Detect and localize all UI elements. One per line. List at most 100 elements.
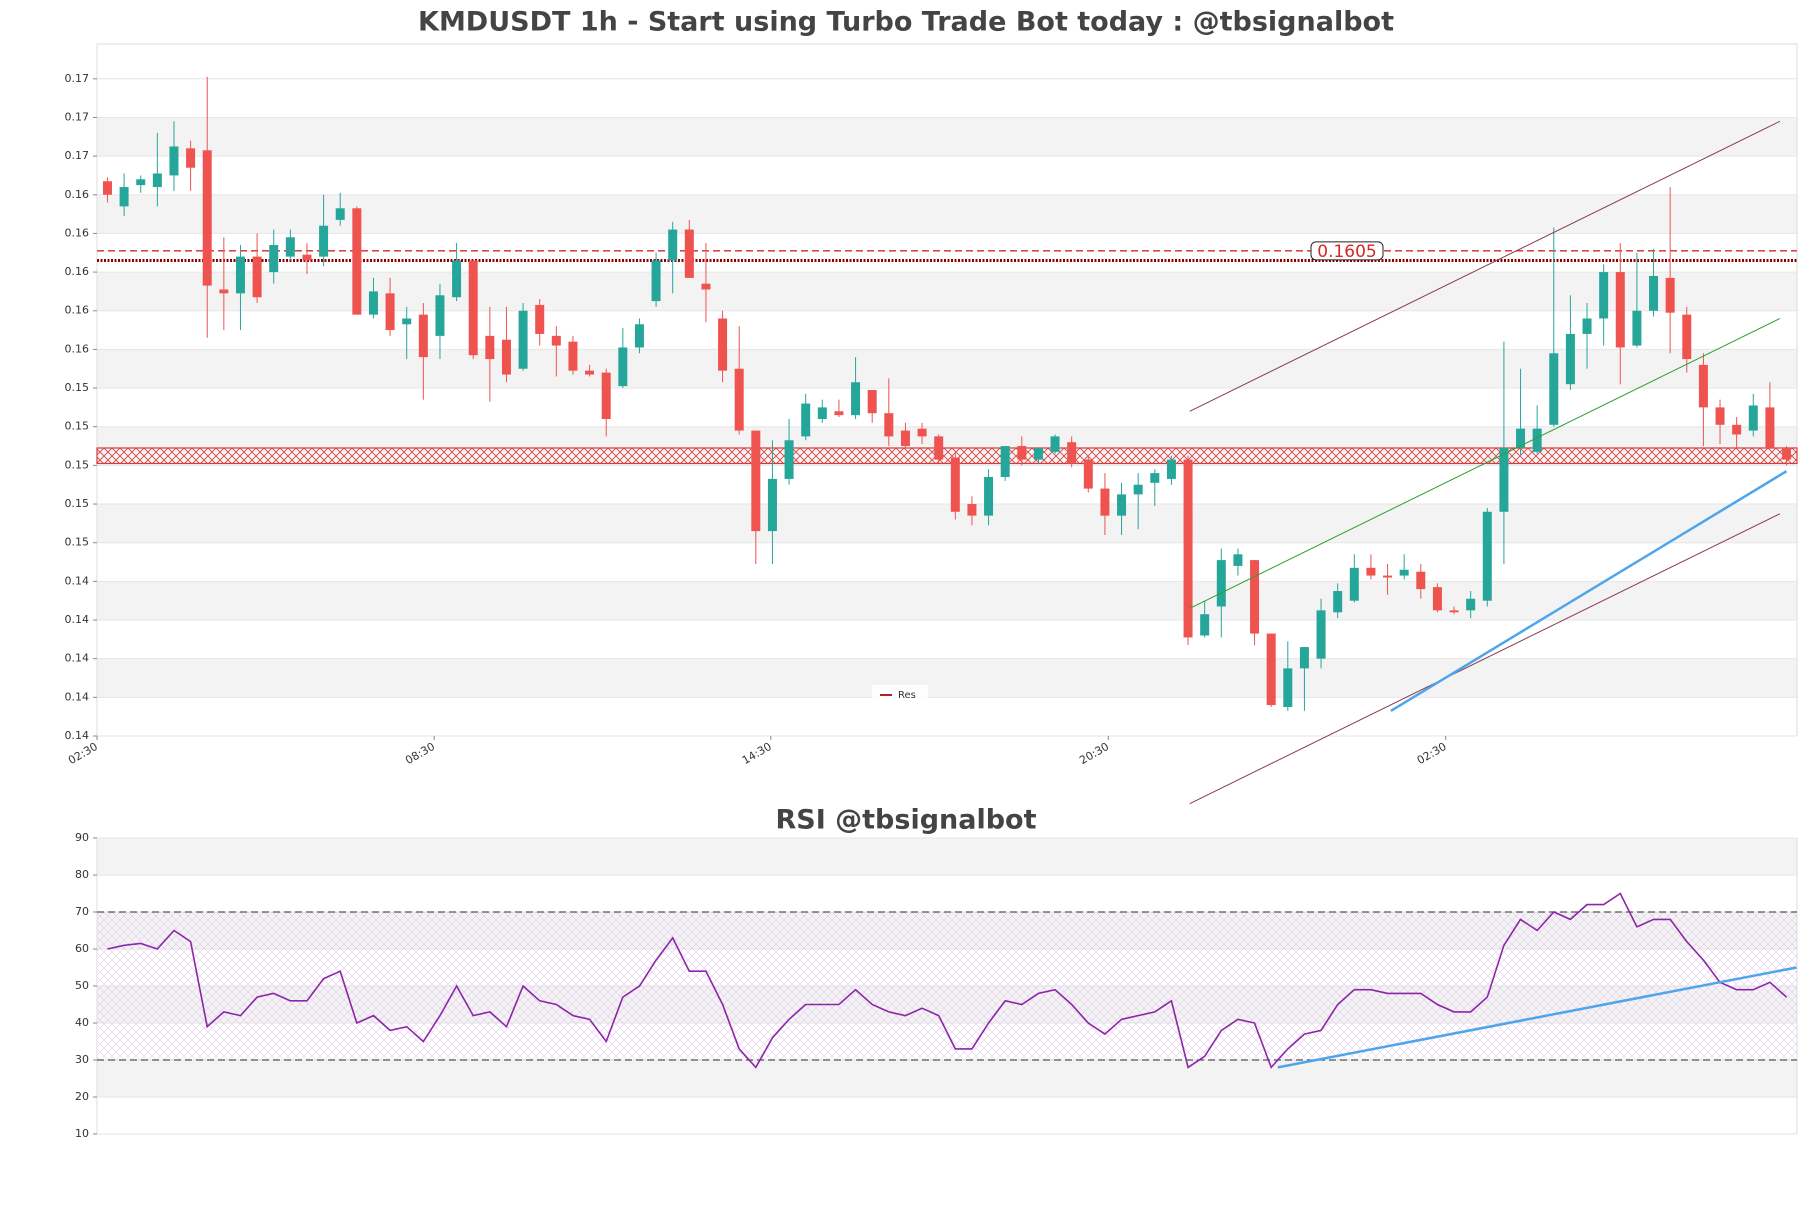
candle-body: [618, 347, 628, 387]
candle-body: [169, 146, 179, 176]
candle-body: [102, 181, 112, 195]
y-tick-label: 0.16: [65, 265, 90, 278]
rsi-title: RSI @tbsignalbot: [775, 805, 1036, 836]
candle-body: [1133, 484, 1143, 495]
candle-body: [734, 368, 744, 431]
y-tick-label: 0.15: [65, 536, 90, 549]
candle-body: [585, 370, 595, 375]
candle-body: [501, 339, 511, 375]
candle-body: [269, 245, 279, 273]
candle-body: [1216, 560, 1226, 607]
candle-body: [1283, 668, 1293, 708]
candle-body: [651, 260, 661, 302]
band: [97, 838, 1797, 875]
zone: [97, 912, 1797, 1060]
candle-body: [1383, 575, 1393, 578]
y-tick-label: 0.14: [65, 690, 90, 703]
candle-body: [468, 260, 478, 356]
candle-body: [1416, 571, 1426, 590]
candle-body: [1100, 488, 1110, 516]
candle-body: [1782, 447, 1792, 460]
candle-body: [235, 256, 245, 294]
y-tick-label: 50: [75, 979, 89, 992]
candle-body: [1698, 364, 1708, 408]
candle-body: [767, 478, 777, 532]
band: [97, 349, 1797, 389]
candle-body: [684, 229, 694, 278]
y-tick-label: 0.17: [65, 149, 90, 162]
y-tick-label: 20: [75, 1090, 89, 1103]
candle-body: [967, 504, 977, 516]
band: [97, 117, 1797, 157]
candle-body: [418, 314, 428, 358]
candle-body: [1665, 277, 1675, 313]
candle-body: [1166, 459, 1176, 479]
y-tick-label: 0.16: [65, 304, 90, 317]
y-tick-label: 0.17: [65, 72, 90, 85]
y-tick-label: 0.15: [65, 381, 90, 394]
candle-body: [186, 148, 196, 168]
y-tick-label: 0.14: [65, 574, 90, 587]
candle-body: [1233, 554, 1243, 566]
candle-body: [634, 324, 644, 348]
candle-body: [402, 318, 412, 325]
candle-body: [1599, 272, 1609, 319]
y-tick-label: 40: [75, 1016, 89, 1029]
y-tick-label: 0.16: [65, 188, 90, 201]
zone: [96, 447, 1798, 465]
candle-body: [119, 187, 129, 207]
candle-body: [518, 310, 528, 369]
candle-body: [368, 291, 378, 315]
candle-body: [1316, 610, 1326, 659]
candle-body: [551, 335, 561, 346]
candle-body: [1067, 442, 1077, 464]
candle-body: [817, 407, 827, 419]
candle-body: [202, 150, 212, 286]
candle-body: [302, 254, 312, 261]
candle-body: [252, 256, 262, 298]
candle-body: [801, 403, 811, 437]
y-tick-label: 80: [75, 868, 89, 881]
candle-body: [1432, 587, 1442, 611]
y-tick-label: 0.16: [65, 226, 90, 239]
trend-line: [1189, 513, 1781, 805]
candle-body: [285, 237, 295, 257]
candle-body: [319, 225, 329, 257]
candle-body: [1250, 560, 1260, 634]
candle-body: [1582, 318, 1592, 334]
candle-body: [335, 208, 345, 220]
candle-body: [601, 372, 611, 419]
y-tick-label: 10: [75, 1127, 89, 1140]
candle-body: [900, 430, 910, 447]
candle-body: [219, 289, 229, 294]
candle-body: [385, 293, 395, 331]
trend-line: [1390, 470, 1788, 712]
y-tick-label: 60: [75, 942, 89, 955]
candle-body: [485, 335, 495, 360]
candle-body: [1200, 614, 1210, 636]
candle-body: [701, 283, 711, 290]
trend-line: [1277, 966, 1797, 1069]
band: [97, 504, 1797, 543]
candle-body: [568, 341, 578, 371]
y-tick-label: 0.14: [65, 652, 90, 665]
candle-body: [1399, 569, 1409, 576]
candle-body: [535, 304, 545, 334]
candle-body: [1682, 314, 1692, 360]
candle-body: [1732, 424, 1742, 435]
trend-line: [1189, 120, 1781, 412]
candle-body: [718, 318, 728, 371]
legend-box: [872, 685, 928, 705]
y-tick-label: 90: [75, 831, 89, 844]
candle-body: [884, 413, 894, 437]
candle-body: [1050, 436, 1060, 452]
y-tick-label: 0.17: [65, 110, 90, 123]
rsi-line: [107, 892, 1788, 1069]
candle-body: [452, 260, 462, 298]
candle-body: [917, 428, 927, 437]
candle-body: [1017, 446, 1027, 460]
candle-body: [152, 173, 162, 188]
candle-body: [784, 440, 794, 479]
y-tick-label: 0.15: [65, 420, 90, 433]
